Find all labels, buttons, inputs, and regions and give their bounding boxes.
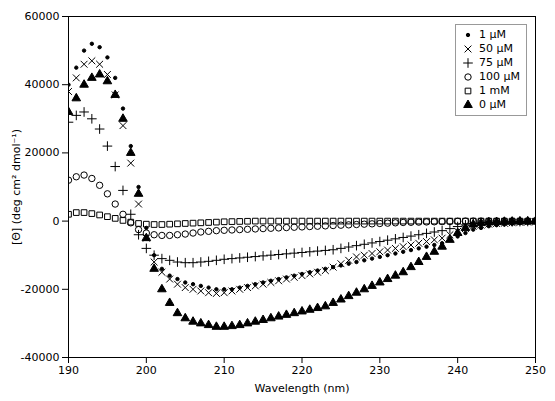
svg-text:-40000: -40000: [21, 351, 60, 364]
svg-text:60000: 60000: [25, 10, 60, 23]
svg-text:220: 220: [292, 364, 313, 377]
svg-text:[Θ] (deg cm² dmol⁻¹): [Θ] (deg cm² dmol⁻¹): [10, 129, 23, 245]
html-text:1 μM: 1 μM: [479, 28, 506, 41]
svg-text:-20000: -20000: [21, 283, 60, 296]
svg-text:230: 230: [369, 364, 390, 377]
html-text:50 μM: 50 μM: [479, 42, 513, 55]
svg-text:20000: 20000: [25, 146, 60, 159]
html-text:1 mM: 1 mM: [479, 84, 510, 97]
svg-text:0: 0: [53, 215, 60, 228]
svg-text:Wavelength (nm): Wavelength (nm): [254, 382, 349, 395]
svg-text:40000: 40000: [25, 78, 60, 91]
svg-text:250: 250: [525, 364, 546, 377]
svg-text:200: 200: [136, 364, 157, 377]
svg-text:190: 190: [58, 364, 79, 377]
svg-text:240: 240: [447, 364, 468, 377]
html-text:0 μM: 0 μM: [479, 98, 506, 111]
svg-text:210: 210: [214, 364, 235, 377]
html-text:100 μM: 100 μM: [479, 70, 520, 83]
html-text:75 μM: 75 μM: [479, 56, 513, 69]
